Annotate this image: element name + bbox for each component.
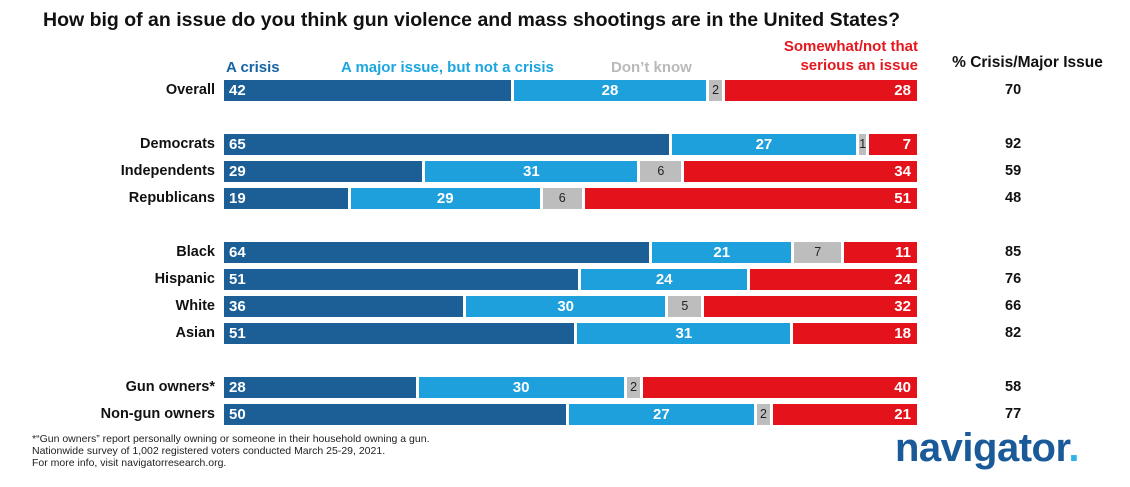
legend-major-issue: A major issue, but not a crisis [341, 59, 554, 76]
bar-segment-dk: 6 [640, 161, 682, 182]
summary-value: 48 [1005, 190, 1022, 206]
bar-segment-dk: 2 [708, 80, 723, 101]
row-label-non-gun-owners: Non-gun owners [100, 406, 215, 422]
bar-black: 64 21 7 11 [224, 242, 917, 263]
legend-somewhat-line1: Somewhat/not that [783, 38, 918, 55]
bar-segment-some: 18 [793, 323, 917, 344]
logo-dot: . [1068, 426, 1079, 470]
row-label-overall: Overall [165, 82, 215, 98]
bar-segment-crisis: 65 [224, 134, 669, 155]
row-label-gun-owners: Gun owners* [125, 379, 215, 395]
bar-republicans: 19 29 6 51 [224, 188, 917, 209]
legend-crisis: A crisis [226, 59, 280, 76]
summary-value: 66 [1005, 298, 1022, 314]
bar-democrats: 65 27 1 7 [224, 134, 917, 155]
bar-segment-dk: 2 [626, 377, 641, 398]
bar-independents: 29 31 6 34 [224, 161, 917, 182]
bar-segment-crisis: 50 [224, 404, 566, 425]
bar-segment-crisis: 51 [224, 269, 578, 290]
footnote-survey: Nationwide survey of 1,002 registered vo… [32, 445, 386, 457]
navigator-logo: navigator. [895, 426, 1079, 471]
bar-segment-major: 29 [350, 188, 540, 209]
bar-segment-major: 27 [569, 404, 754, 425]
summary-value: 76 [1005, 271, 1022, 287]
logo-text: navigator [895, 426, 1069, 470]
bar-segment-some: 34 [684, 161, 917, 182]
summary-value: 92 [1005, 136, 1022, 152]
bar-asian: 51 31 18 [224, 323, 917, 344]
bar-hispanic: 51 24 24 [224, 269, 917, 290]
row-label-white: White [175, 298, 215, 314]
footnote-gun-owners: *“Gun owners” report personally owning o… [32, 433, 430, 445]
legend-somewhat-line2: serious an issue [800, 57, 918, 74]
row-label-republicans: Republicans [128, 190, 215, 206]
legend-dont-know: Don’t know [611, 59, 692, 76]
bar-segment-crisis: 64 [224, 242, 649, 263]
row-label-asian: Asian [175, 325, 216, 341]
row-label-democrats: Democrats [140, 136, 215, 152]
bar-overall: 42 28 2 28 [224, 80, 917, 101]
bar-segment-some: 21 [773, 404, 917, 425]
summary-value: 70 [1005, 82, 1022, 98]
bar-segment-major: 30 [418, 377, 624, 398]
bar-segment-dk: 6 [542, 188, 582, 209]
bar-white: 36 30 5 32 [224, 296, 917, 317]
bar-segment-some: 11 [843, 242, 917, 263]
summary-value: 59 [1005, 163, 1022, 179]
chart-title: How big of an issue do you think gun vio… [43, 9, 901, 31]
summary-value: 58 [1005, 379, 1022, 395]
bar-segment-crisis: 29 [224, 161, 423, 182]
bar-segment-crisis: 51 [224, 323, 575, 344]
bar-segment-major: 28 [514, 80, 706, 101]
bar-segment-crisis: 28 [224, 377, 416, 398]
bar-segment-some: 40 [643, 377, 917, 398]
footnote-more-info: For more info, visit navigatorresearch.o… [32, 457, 227, 469]
bar-segment-major: 31 [425, 161, 638, 182]
legend-somewhat-not-serious: Somewhat/not that serious an issue [718, 37, 918, 75]
bar-segment-crisis: 19 [224, 188, 348, 209]
summary-value: 85 [1005, 244, 1022, 260]
bar-segment-major: 27 [671, 134, 857, 155]
summary-value: 77 [1005, 406, 1022, 422]
bar-segment-some: 24 [750, 269, 917, 290]
bar-segment-major: 30 [466, 296, 666, 317]
bar-segment-major: 24 [580, 269, 748, 290]
bar-segment-some: 7 [869, 134, 917, 155]
row-label-black: Black [176, 244, 215, 260]
footnotes: *“Gun owners” report personally owning o… [32, 433, 429, 469]
bar-segment-dk: 5 [668, 296, 702, 317]
summary-column-header: % Crisis/Major Issue [952, 54, 1103, 71]
bar-segment-some: 28 [725, 80, 917, 101]
bar-segment-dk: 2 [756, 404, 771, 425]
bar-segment-dk: 1 [859, 134, 866, 155]
bar-gun-owners: 28 30 2 40 [224, 377, 917, 398]
bar-non-gun-owners: 50 27 2 21 [224, 404, 917, 425]
bar-segment-major: 31 [577, 323, 791, 344]
bar-segment-dk: 7 [794, 242, 841, 263]
bar-segment-some: 32 [704, 296, 917, 317]
bar-segment-some: 51 [584, 188, 917, 209]
bar-segment-crisis: 42 [224, 80, 512, 101]
summary-value: 82 [1005, 325, 1022, 341]
bar-segment-major: 21 [652, 242, 792, 263]
row-label-independents: Independents [120, 163, 215, 179]
row-label-hispanic: Hispanic [154, 271, 215, 287]
bar-segment-crisis: 36 [224, 296, 464, 317]
